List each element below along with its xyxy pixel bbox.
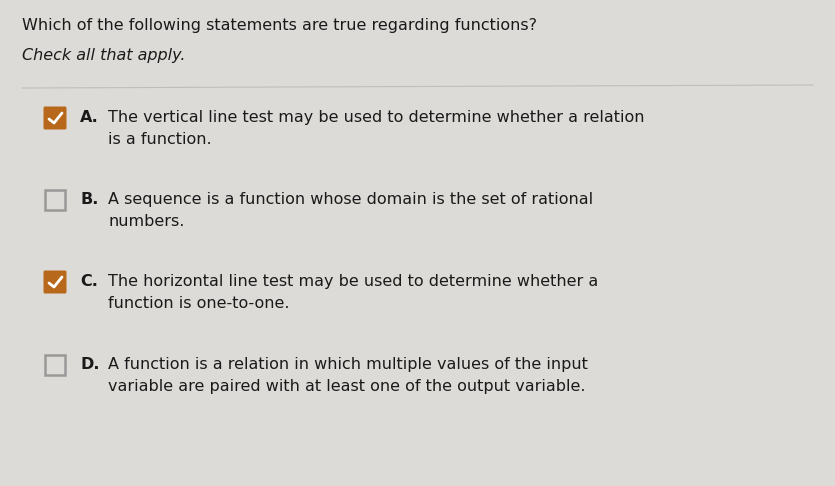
FancyBboxPatch shape <box>43 106 67 129</box>
Text: is a function.: is a function. <box>108 132 211 147</box>
Text: The horizontal line test may be used to determine whether a: The horizontal line test may be used to … <box>108 274 598 289</box>
Text: D.: D. <box>80 357 99 372</box>
Text: Which of the following statements are true regarding functions?: Which of the following statements are tr… <box>22 18 537 33</box>
Text: A sequence is a function whose domain is the set of rational: A sequence is a function whose domain is… <box>108 192 593 207</box>
Text: B.: B. <box>80 192 99 207</box>
Text: The vertical line test may be used to determine whether a relation: The vertical line test may be used to de… <box>108 110 645 125</box>
Text: numbers.: numbers. <box>108 214 185 229</box>
Text: variable are paired with at least one of the output variable.: variable are paired with at least one of… <box>108 379 585 394</box>
FancyBboxPatch shape <box>43 271 67 294</box>
Text: C.: C. <box>80 274 98 289</box>
FancyBboxPatch shape <box>45 355 65 375</box>
Text: A.: A. <box>80 110 99 125</box>
Text: A function is a relation in which multiple values of the input: A function is a relation in which multip… <box>108 357 588 372</box>
Text: Check all that apply.: Check all that apply. <box>22 48 185 63</box>
FancyBboxPatch shape <box>45 190 65 210</box>
Text: function is one-to-one.: function is one-to-one. <box>108 296 290 311</box>
